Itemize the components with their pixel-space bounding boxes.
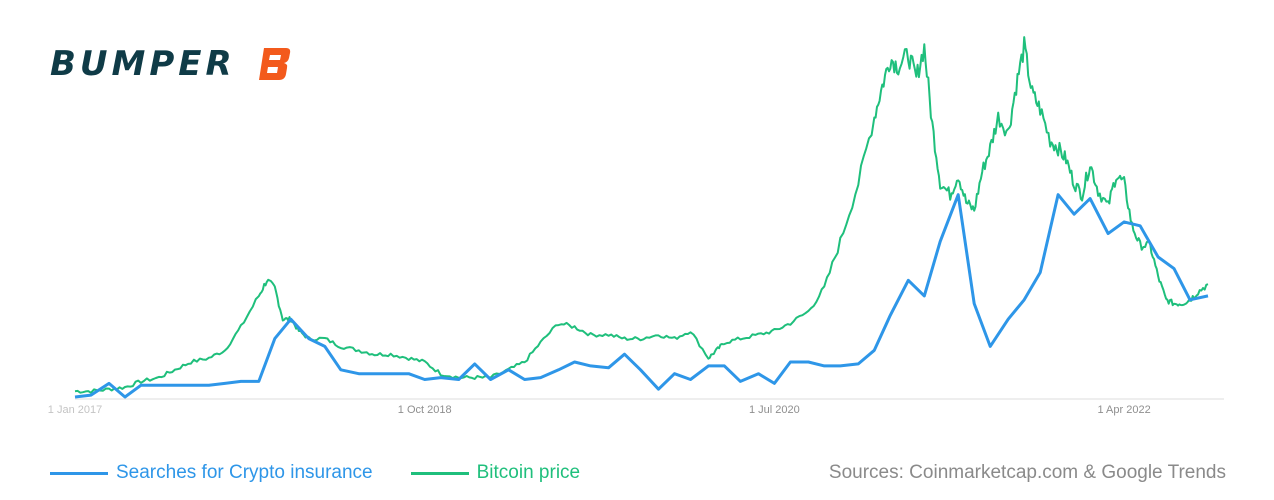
bumper-b-logo-icon — [258, 48, 290, 80]
brand-header: BUMPER — [50, 44, 292, 84]
chart-legend: Searches for Crypto insurance Bitcoin pr… — [50, 462, 618, 484]
legend-swatch-searches — [50, 471, 108, 475]
logo-shape — [258, 48, 290, 80]
series-line-crypto-insurance-searches — [74, 193, 1209, 399]
x-tick-labels: 1 Jan 2017 1 Oct 2018 1 Jul 2020 1 Apr 2022 — [48, 404, 1151, 416]
legend-label-bitcoin: Bitcoin price — [476, 462, 581, 483]
x-tick-label: 1 Jan 2017 — [48, 404, 102, 416]
brand-wordmark: BUMPER — [50, 44, 236, 84]
series-line-bitcoin-price — [74, 36, 1209, 394]
x-tick-label: 1 Apr 2022 — [1097, 404, 1150, 416]
legend-label-searches: Searches for Crypto insurance — [116, 462, 373, 483]
legend-item-searches: Searches for Crypto insurance — [50, 462, 373, 484]
x-tick-label: 1 Oct 2018 — [398, 404, 452, 416]
legend-swatch-bitcoin — [410, 471, 469, 475]
source-attribution: Sources: Coinmarketcap.com & Google Tren… — [828, 462, 1226, 483]
legend-item-bitcoin: Bitcoin price — [410, 462, 581, 484]
x-tick-label: 1 Jul 2020 — [749, 404, 800, 416]
